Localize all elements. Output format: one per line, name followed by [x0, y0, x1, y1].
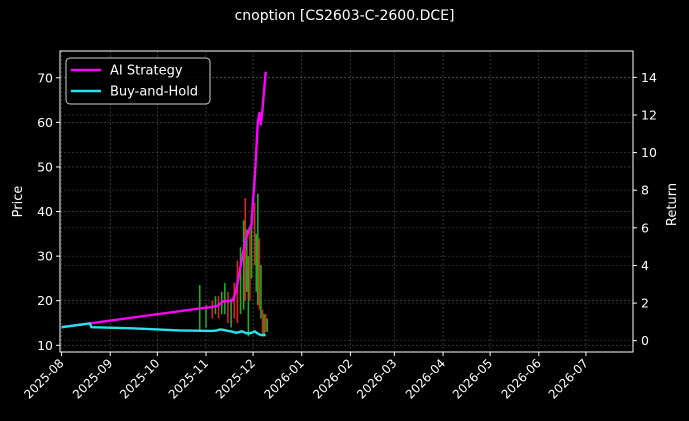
- y2-tick-label: 4: [641, 258, 649, 273]
- y-tick-label: 20: [37, 293, 53, 308]
- x-tick-label: 2025-12: [213, 356, 258, 401]
- x-axis: 2025-08 2025-09 2025-10 2025-11 2025-12 2026-…: [21, 352, 591, 402]
- y2-tick-label: 8: [641, 183, 649, 198]
- y2-tick-label: 6: [641, 220, 649, 235]
- y-tick-label: 40: [37, 204, 53, 219]
- series-line-ai-strategy: [61, 71, 267, 329]
- x-tick-label: 2026-04: [403, 356, 448, 401]
- x-tick-label: 2025-10: [117, 356, 162, 401]
- legend-box: [65, 57, 211, 105]
- y-tick-label: 60: [37, 115, 53, 130]
- x-tick-label: 2026-05: [450, 356, 495, 401]
- return-lines: [61, 71, 267, 337]
- x-tick-label: 2025-08: [21, 356, 66, 401]
- x-tick-label: 2026-01: [262, 356, 307, 401]
- y2-tick-label: 2: [641, 296, 649, 311]
- y2-tick-label: 12: [641, 107, 657, 122]
- y-axis-right: 0 2 4 6 8 10 12 14: [633, 70, 657, 348]
- x-tick-label: 2026-07: [546, 356, 591, 401]
- legend: AI Strategy Buy-and-Hold: [65, 57, 211, 105]
- y2-tick-label: 0: [641, 333, 649, 348]
- legend-label: Buy-and-Hold: [110, 85, 198, 100]
- y-tick-label: 10: [37, 338, 53, 353]
- y-tick-label: 30: [37, 249, 53, 264]
- y2-tick-label: 14: [641, 70, 657, 85]
- x-tick-label: 2026-02: [310, 356, 355, 401]
- y2-axis-label: Return: [665, 183, 680, 226]
- price-candles: [198, 193, 269, 337]
- x-tick-label: 2025-11: [166, 356, 211, 401]
- series-line-buy-and-hold: [61, 322, 266, 337]
- y2-tick-label: 10: [641, 145, 657, 160]
- y-tick-label: 70: [37, 70, 53, 85]
- plot-frame: [59, 50, 634, 353]
- x-tick-label: 2026-06: [499, 356, 544, 401]
- grid-lines: [60, 51, 633, 352]
- x-tick-label: 2025-09: [70, 356, 115, 401]
- y-tick-label: 50: [37, 159, 53, 174]
- y-axis-left: 10 20 30 40 50 60 70: [37, 70, 60, 353]
- y-axis-label: Price: [11, 186, 26, 218]
- legend-label: AI Strategy: [110, 64, 183, 79]
- x-tick-label: 2026-03: [354, 356, 399, 401]
- chart-title: cnoption [CS2603-C-2600.DCE]: [234, 8, 455, 24]
